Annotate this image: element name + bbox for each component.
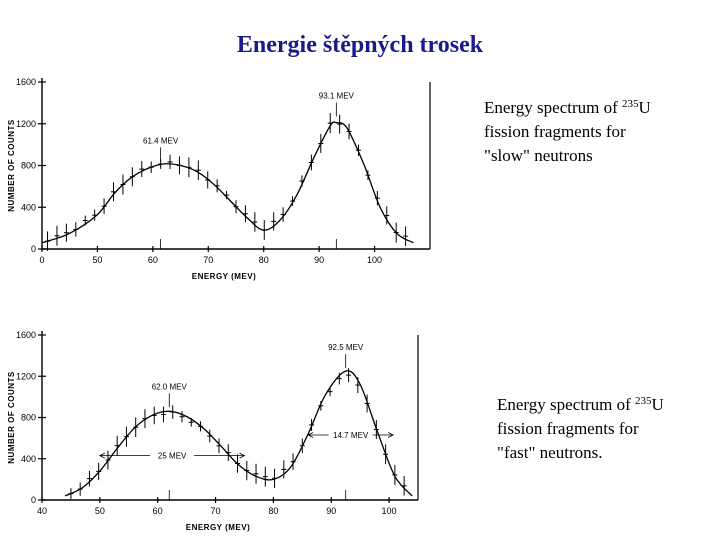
y-axis-label: NUMBER OF COUNTS: [7, 371, 16, 464]
y-tick-label: 0: [31, 244, 36, 254]
x-tick-label: 80: [268, 506, 278, 516]
y-tick-label: 400: [21, 202, 36, 212]
y-tick-label: 400: [21, 454, 36, 464]
caption-text: Energy spectrum of: [497, 395, 636, 414]
spectrum-curve: [64, 370, 413, 497]
caption-fast-neutrons: Energy spectrum of 235U fission fragment…: [497, 389, 664, 465]
peak-label: 61.4 MEV: [143, 136, 179, 145]
caption-line: "slow" neutrons: [484, 146, 593, 165]
caption-element: U: [651, 395, 664, 414]
x-tick-label: 50: [95, 506, 105, 516]
caption-text: Energy spectrum of: [484, 98, 623, 117]
chart-axes: [41, 78, 430, 250]
peak-label: 93.1 MEV: [319, 92, 355, 101]
x-tick-label: 50: [92, 255, 102, 265]
arrowhead: [307, 432, 314, 438]
arrowhead: [387, 432, 395, 438]
y-tick-label: 0: [31, 495, 36, 505]
caption-line: "fast" neutrons.: [497, 443, 603, 462]
caption-line: fission fragments for: [484, 122, 626, 141]
x-tick-label: 60: [153, 506, 163, 516]
arrowhead: [239, 452, 246, 459]
slide-title: Energie štěpných trosek: [236, 32, 484, 58]
caption-mass-number: 235: [635, 395, 652, 407]
y-axis-label: NUMBER OF COUNTS: [7, 119, 16, 212]
x-axis-label: ENERGY (MEV): [192, 272, 257, 281]
peak-label: 92.5 MEV: [328, 343, 364, 352]
x-tick-label: 100: [367, 255, 382, 265]
x-tick-label: 80: [259, 255, 269, 265]
width-label: 25 MEV: [158, 452, 187, 461]
caption-element: U: [638, 98, 651, 117]
spectrum-curve: [41, 121, 414, 244]
caption-mass-number: 235: [622, 98, 639, 110]
x-tick-label: 90: [326, 506, 336, 516]
caption-slow-neutrons: Energy spectrum of 235U fission fragment…: [484, 92, 651, 168]
x-tick-label: 70: [203, 255, 213, 265]
x-tick-label: 60: [148, 255, 158, 265]
peak-label: 62.0 MEV: [152, 382, 188, 391]
x-tick-label: 40: [37, 506, 47, 516]
arrowhead: [98, 452, 106, 459]
x-tick-label: 100: [382, 506, 397, 516]
caption-line: fission fragments for: [497, 419, 639, 438]
x-tick-label: 90: [314, 255, 324, 265]
y-tick-label: 800: [21, 413, 36, 423]
y-tick-label: 1600: [16, 330, 36, 340]
x-tick-label: 70: [211, 506, 221, 516]
y-tick-label: 1600: [16, 77, 36, 87]
y-tick-label: 800: [21, 161, 36, 171]
x-tick-label: 0: [39, 255, 44, 265]
width-label: 14.7 MEV: [333, 431, 369, 440]
y-tick-label: 1200: [16, 371, 36, 381]
x-axis-label: ENERGY (MEV): [186, 523, 251, 532]
y-tick-label: 1200: [16, 119, 36, 129]
